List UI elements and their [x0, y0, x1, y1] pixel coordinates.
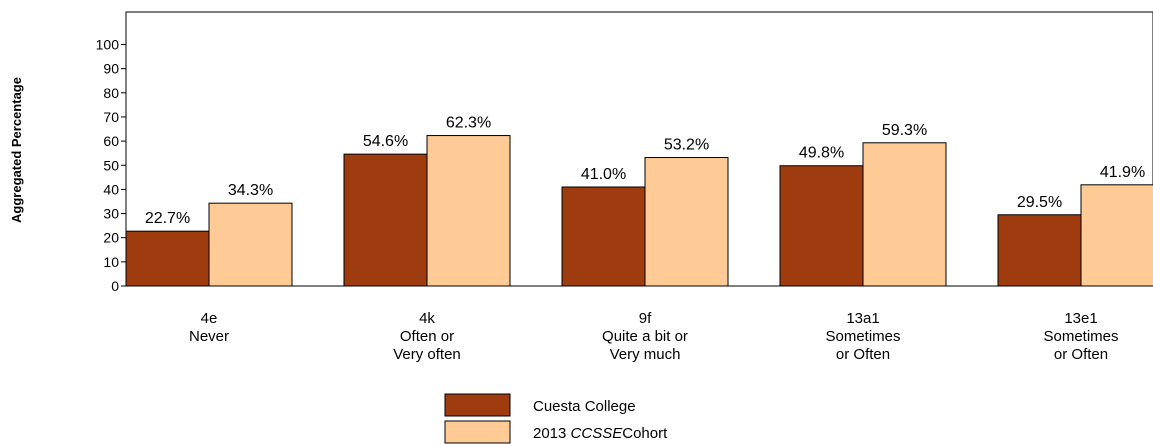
- category-label-line: 4e: [201, 310, 218, 327]
- bar-cuesta-college: [997, 214, 1082, 287]
- legend-label: Cuesta College: [533, 398, 636, 415]
- bar-cuesta-college: [561, 186, 646, 287]
- legend-swatch: [444, 420, 511, 444]
- bars: [125, 135, 1153, 287]
- y-tick-label: 40: [103, 181, 119, 197]
- data-label: 29.5%: [1017, 194, 1062, 211]
- category-label: 9f Quite a bit or Very much: [602, 310, 688, 363]
- category-label: 13a1 Sometimes or Often: [825, 310, 900, 363]
- category-label-line: or Often: [1054, 346, 1108, 363]
- category-label: 4k Often or Very often: [393, 310, 461, 363]
- y-tick-label: 10: [103, 254, 119, 270]
- data-label: 62.3%: [446, 115, 491, 132]
- bar-ccsse-cohort: [644, 157, 729, 287]
- legend-label-part: Cohort: [622, 425, 668, 442]
- category-label-line: Often or: [400, 328, 454, 345]
- category-label-line: Sometimes: [1043, 328, 1118, 345]
- data-label: 22.7%: [145, 210, 190, 227]
- y-tick-label: 70: [103, 109, 119, 125]
- bar-cuesta-college: [125, 230, 210, 287]
- bar-ccsse-cohort: [208, 202, 293, 287]
- bar-ccsse-cohort: [862, 142, 947, 287]
- bar-ccsse-cohort: [1080, 184, 1153, 287]
- y-tick-label: 0: [111, 278, 119, 294]
- legend-label-part: 2013: [533, 425, 571, 442]
- category-label-line: Never: [189, 328, 229, 345]
- y-tick-label: 50: [103, 157, 119, 173]
- category-label-line: 13e1: [1064, 310, 1097, 327]
- bar-ccsse-cohort: [426, 135, 511, 287]
- category-label-line: or Often: [836, 346, 890, 363]
- legend: Cuesta College 2013 CCSSECohort: [444, 393, 668, 444]
- legend-label-part: Cuesta College: [533, 398, 636, 415]
- data-label: 53.2%: [664, 137, 709, 154]
- category-label-line: Quite a bit or: [602, 328, 688, 345]
- bar-cuesta-college: [779, 165, 864, 287]
- y-tick-label: 20: [103, 230, 119, 246]
- data-label: 34.3%: [228, 182, 273, 199]
- category-label-line: Very much: [610, 346, 681, 363]
- y-tick-label: 60: [103, 133, 119, 149]
- legend-label: 2013 CCSSECohort: [533, 425, 668, 442]
- bar-cuesta-college: [343, 153, 428, 287]
- x-axis-labels: 4e Never 4k Often or Very often 9f Quite a bit…: [189, 310, 1119, 363]
- legend-swatch: [444, 393, 511, 417]
- category-label-line: 13a1: [846, 310, 879, 327]
- data-label: 41.9%: [1100, 164, 1145, 181]
- data-label: 49.8%: [799, 145, 844, 162]
- category-label-line: Very often: [393, 346, 461, 363]
- data-label: 59.3%: [882, 122, 927, 139]
- y-tick-label: 90: [103, 61, 119, 77]
- data-label: 54.6%: [363, 133, 408, 150]
- category-label: 4e Never: [189, 310, 229, 345]
- y-axis: 0 10 20 30 40 50 60 70 80 90 100: [96, 37, 126, 294]
- y-tick-label: 80: [103, 85, 119, 101]
- data-labels: 22.7% 54.6% 41.0% 49.8% 29.5% 34.3% 62.3% 53.2%…: [145, 115, 1145, 228]
- y-tick-label: 30: [103, 206, 119, 222]
- category-label-line: Sometimes: [825, 328, 900, 345]
- data-label: 41.0%: [581, 166, 626, 183]
- y-axis-label: Aggregated Percentage: [9, 77, 24, 223]
- legend-label-part: CCSSE: [571, 425, 624, 442]
- category-label-line: 9f: [639, 310, 652, 327]
- category-label: 13e1 Sometimes or Often: [1043, 310, 1118, 363]
- category-label-line: 4k: [419, 310, 435, 327]
- y-tick-label: 100: [96, 37, 120, 53]
